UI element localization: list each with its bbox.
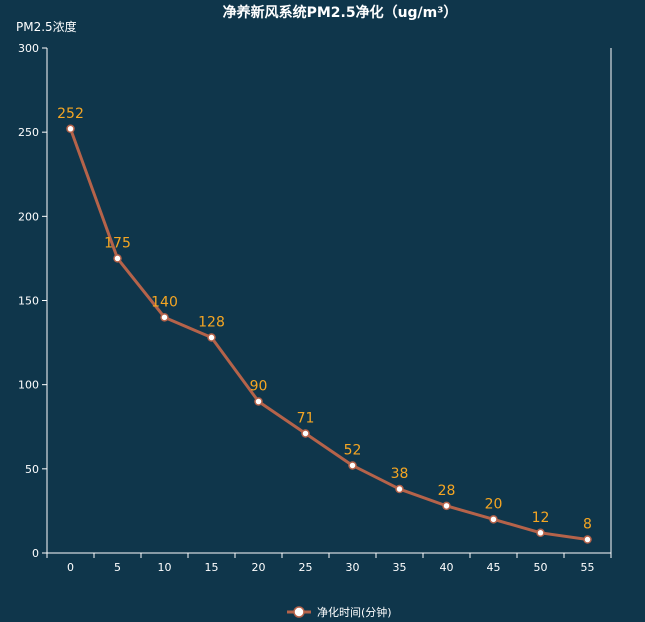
series-line xyxy=(69,128,588,542)
y-tick-label: 100 xyxy=(18,379,39,392)
data-label: 128 xyxy=(198,315,225,331)
data-point xyxy=(536,528,545,538)
x-tick-label: 5 xyxy=(114,561,121,574)
chart-title: 净养新风系统PM2.5净化（ug/m³） xyxy=(223,4,458,21)
x-tick-label: 40 xyxy=(440,561,454,574)
data-label: 175 xyxy=(104,235,131,251)
x-tick-label: 55 xyxy=(581,561,595,574)
data-label: 252 xyxy=(57,106,84,122)
data-label: 71 xyxy=(297,410,315,426)
data-label: 28 xyxy=(438,483,456,499)
x-tick-label: 45 xyxy=(487,561,501,574)
y-tick-label: 50 xyxy=(25,463,39,476)
y-tick-label: 300 xyxy=(18,42,39,55)
data-point xyxy=(254,397,263,406)
axes: 0 50 100 150 200 250 300 0 5 10 15 20 25 30 35 40 45 50 55 xyxy=(18,42,612,574)
legend[interactable]: 净化时间(分钟) xyxy=(287,605,392,619)
data-label: 90 xyxy=(250,379,268,395)
data-point xyxy=(583,535,592,544)
data-point xyxy=(207,333,216,342)
x-tick-label: 15 xyxy=(205,561,219,574)
data-point xyxy=(113,254,122,263)
x-tick-label: 25 xyxy=(299,561,313,574)
x-tick-label: 30 xyxy=(346,561,360,574)
data-point xyxy=(66,124,75,134)
x-tick-label: 0 xyxy=(67,561,74,574)
x-tick-label: 35 xyxy=(393,561,407,574)
data-label: 8 xyxy=(583,517,592,533)
x-tick-label: 20 xyxy=(252,561,266,574)
y-axis-label: PM2.5浓度 xyxy=(16,19,77,34)
data-point xyxy=(301,429,310,438)
legend-label: 净化时间(分钟) xyxy=(317,605,392,619)
data-point xyxy=(160,313,169,322)
y-tick-label: 0 xyxy=(32,547,39,560)
legend-point-marker xyxy=(293,606,305,618)
x-tick-label: 10 xyxy=(158,561,172,574)
data-point xyxy=(348,461,357,470)
data-point xyxy=(489,515,498,524)
data-point xyxy=(442,501,451,511)
x-tick-label: 50 xyxy=(534,561,548,574)
y-tick-label: 200 xyxy=(18,210,39,223)
data-label: 20 xyxy=(485,496,503,512)
data-label: 12 xyxy=(532,510,550,526)
data-label: 38 xyxy=(391,466,409,482)
y-tick-label: 250 xyxy=(18,126,39,139)
data-point xyxy=(395,484,404,494)
data-label: 52 xyxy=(344,442,362,458)
data-label: 140 xyxy=(151,294,178,310)
y-tick-label: 150 xyxy=(18,295,39,308)
